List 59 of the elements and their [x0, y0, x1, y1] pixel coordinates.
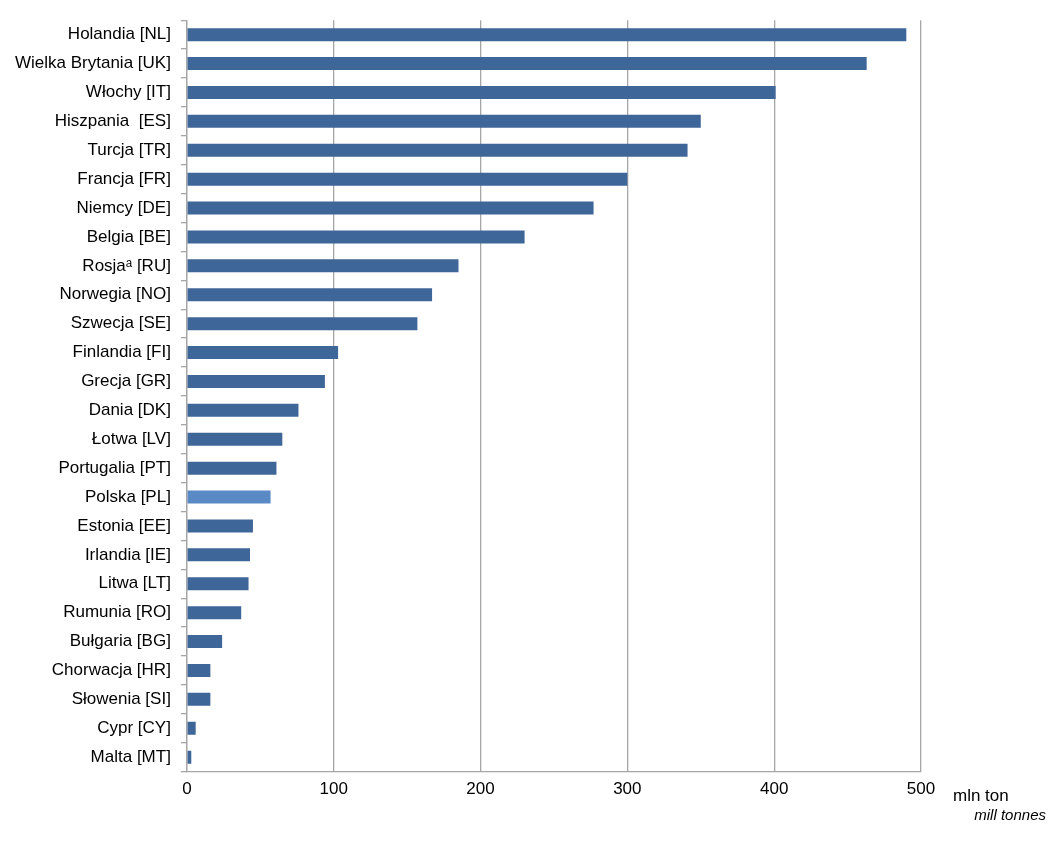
bar — [187, 114, 701, 128]
x-tick-label: 500 — [906, 779, 936, 799]
bar — [187, 577, 249, 591]
bar — [187, 143, 688, 157]
y-tick-label: Turcja [TR] — [87, 139, 171, 159]
y-tick-label: Polska [PL] — [84, 486, 171, 506]
y-tick-label: Łotwa [LV] — [91, 428, 171, 448]
bar — [187, 85, 776, 99]
bar — [187, 635, 223, 649]
bar — [187, 230, 525, 244]
bar — [187, 201, 594, 215]
bar — [187, 548, 251, 562]
y-tick-label: Estonia [EE] — [77, 515, 171, 535]
y-tick-label: Norwegia [NO] — [59, 284, 171, 304]
y-tick-label: Belgia [BE] — [86, 226, 171, 246]
bar — [187, 490, 271, 504]
x-tick-label: 300 — [613, 779, 642, 799]
bar — [187, 403, 299, 417]
y-tick-label: Niemcy [DE] — [76, 197, 171, 217]
y-tick-label: Dania [DK] — [88, 400, 171, 420]
y-tick-label: Rosjaᵃ [RU] — [82, 255, 171, 275]
bar — [187, 692, 211, 706]
y-tick-label: Chorwacja [HR] — [51, 660, 171, 680]
bar — [187, 432, 283, 446]
bar — [187, 317, 418, 331]
y-tick-label: Finlandia [FI] — [72, 342, 171, 362]
y-tick-label: Wielka Brytania [UK] — [14, 53, 171, 73]
y-tick-label: Litwa [LT] — [98, 573, 171, 593]
y-tick-label: Szwecja [SE] — [70, 313, 171, 333]
x-tick-label: 400 — [759, 779, 789, 799]
y-tick-label: Cypr [CY] — [97, 717, 171, 737]
bar — [187, 288, 433, 302]
bar — [187, 28, 907, 42]
y-tick-label: Portugalia [PT] — [58, 457, 171, 477]
bar — [187, 519, 253, 533]
bar — [187, 606, 242, 620]
y-tick-label: Irlandia [IE] — [84, 544, 171, 564]
y-tick-label: Włochy [IT] — [85, 82, 171, 102]
x-tick-label: 0 — [182, 779, 192, 799]
y-tick-label: Francja [FR] — [77, 168, 171, 188]
y-tick-label: Hiszpania [ES] — [54, 111, 171, 131]
bar — [187, 663, 211, 677]
y-tick-label: Słowenia [SI] — [71, 689, 171, 709]
bar — [187, 346, 339, 360]
bar — [187, 374, 325, 388]
bar — [187, 721, 196, 735]
y-tick-label: Rumunia [RO] — [63, 602, 171, 622]
x-tick-label: 200 — [466, 779, 495, 799]
y-tick-label: Grecja [GR] — [81, 371, 171, 391]
bar — [187, 57, 867, 71]
text: mill tonnes — [974, 805, 1047, 823]
y-tick-label: Bułgaria [BG] — [69, 631, 171, 651]
y-tick-label: Holandia [NL] — [67, 24, 171, 44]
bar — [187, 172, 628, 186]
y-tick-label: Malta [MT] — [90, 746, 171, 766]
x-axis-title: mln ton — [953, 786, 1009, 806]
x-tick-label: 100 — [319, 779, 348, 799]
bar — [187, 461, 277, 475]
bar — [187, 259, 459, 273]
